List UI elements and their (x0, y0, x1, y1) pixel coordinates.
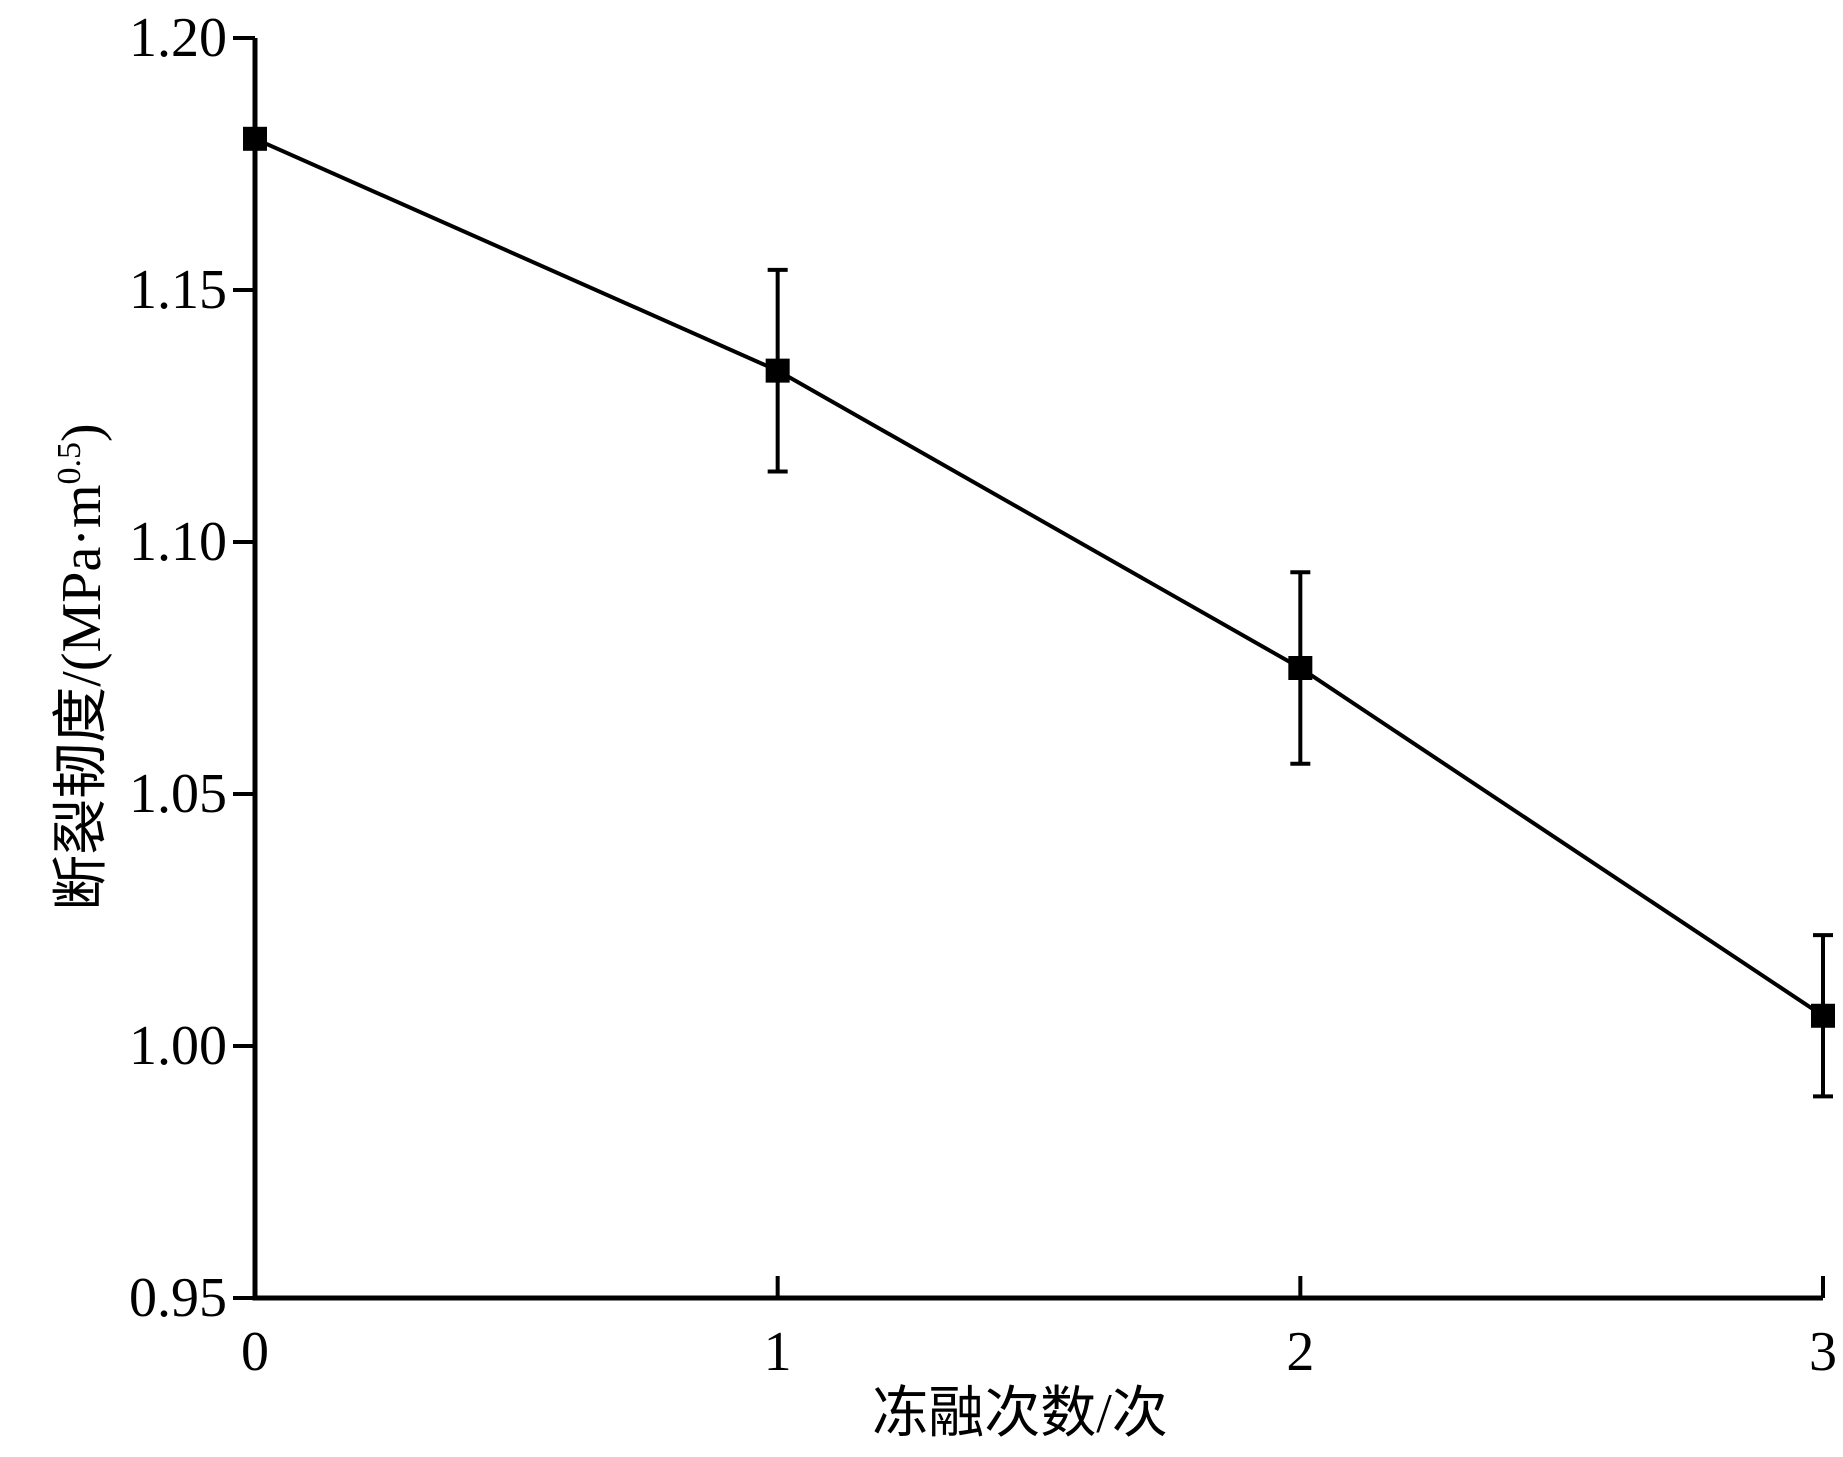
x-tick-label: 1 (764, 1321, 792, 1383)
x-tick-label: 3 (1809, 1321, 1837, 1383)
marker (243, 126, 267, 151)
y-tick-label: 1.10 (129, 511, 227, 573)
y-tick-label: 0.95 (129, 1267, 227, 1329)
data-line (254, 136, 1825, 1018)
marker (1288, 656, 1313, 680)
y-tick-label: 1.15 (129, 259, 227, 321)
marker (1811, 1003, 1835, 1028)
y-axis-label-text: 断裂韧度/(MPa·m (51, 484, 113, 910)
x-axis-label: 冻融次数/次 (872, 1383, 1168, 1445)
x-tick-label: 0 (241, 1321, 269, 1383)
marker (765, 358, 790, 383)
y-tick-label: 1.20 (129, 7, 227, 69)
y-tick-label: 1.05 (129, 763, 227, 825)
y-tick-label: 1.00 (129, 1015, 227, 1077)
x-tick-label: 2 (1286, 1321, 1314, 1383)
y-axis-label: 断裂韧度/(MPa·m0.5) (51, 423, 113, 910)
y-axis-label-superscript: 0.5 (51, 442, 88, 485)
y-axis-label-suffix: ) (51, 423, 113, 442)
